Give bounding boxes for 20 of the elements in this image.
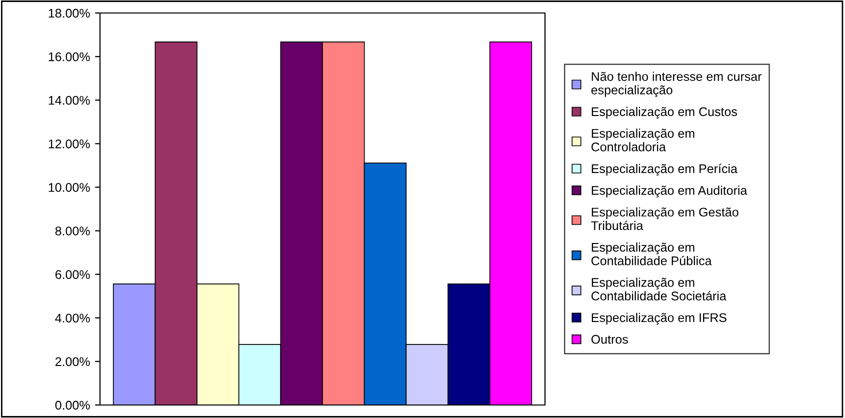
legend-label: Especialização em IFRS bbox=[592, 312, 726, 325]
y-tick-label: 14.00% bbox=[48, 96, 90, 105]
y-tick-label: 12.00% bbox=[48, 139, 90, 148]
y-tick-label: 10.00% bbox=[48, 183, 90, 192]
y-tick-label: 18.00% bbox=[48, 8, 90, 18]
legend-label: Especialização em Custos bbox=[592, 106, 737, 119]
legend-label: Especialização em Auditoria bbox=[592, 186, 748, 198]
legend-label: Especialização em Controladoria bbox=[591, 128, 694, 152]
y-tick-label: 0.00% bbox=[55, 400, 90, 410]
y-tick-label: 4.00% bbox=[55, 314, 90, 323]
legend-label: Outros bbox=[591, 334, 628, 344]
legend-label: Não tenho interesse em cursar especialização bbox=[591, 72, 762, 97]
legend-label: Especialização em Contabilidade Pública bbox=[591, 242, 712, 266]
legend-label: Especialização em Gestão Tributária bbox=[591, 207, 738, 230]
y-tick-label: 8.00% bbox=[55, 226, 90, 236]
legend-label: Especialização em Perícia bbox=[592, 164, 738, 176]
y-tick-label: 2.00% bbox=[55, 357, 90, 366]
legend-label: Especialização em Contabilidade Societária bbox=[591, 278, 726, 300]
y-tick-label: 6.00% bbox=[55, 270, 90, 279]
y-tick-label: 16.00% bbox=[48, 52, 90, 62]
